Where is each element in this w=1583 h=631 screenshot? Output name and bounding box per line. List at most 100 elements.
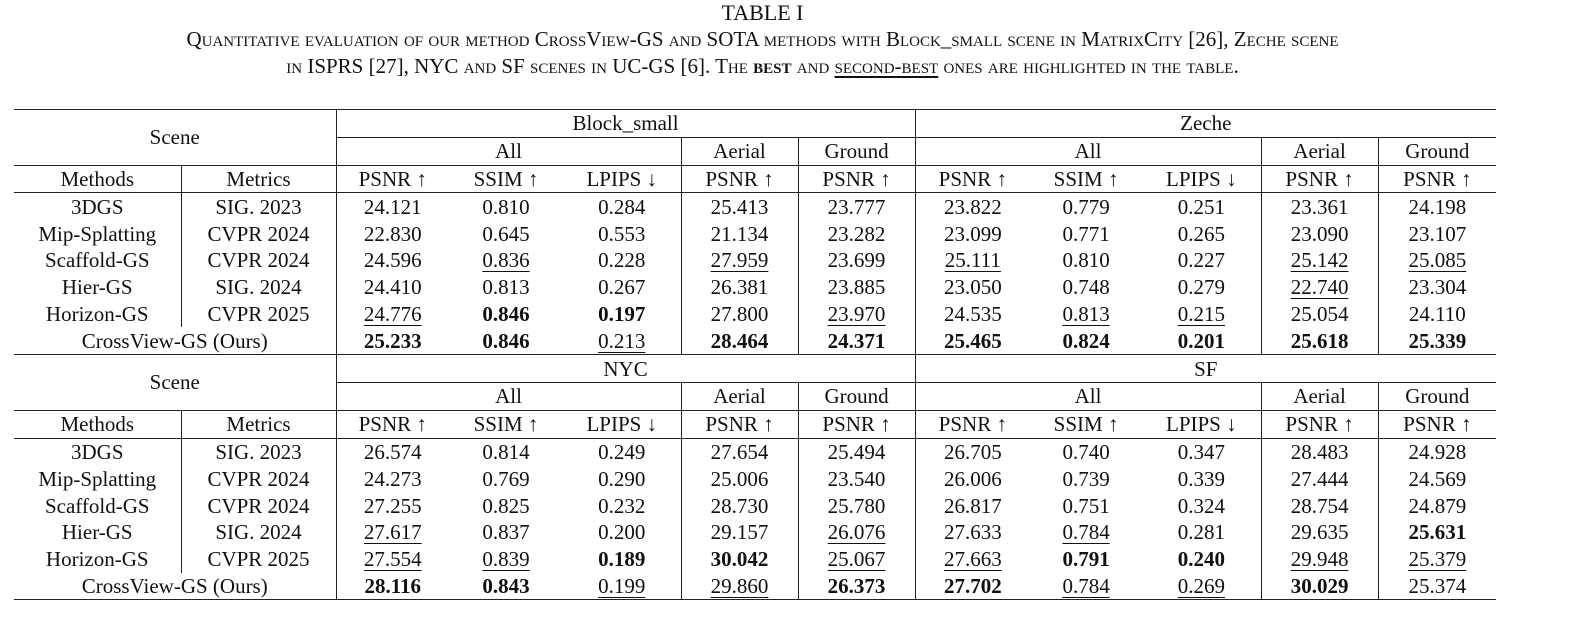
metric-header: PSNR ↑	[680, 164, 798, 193]
metric-value: 0.837	[482, 520, 530, 545]
metric-header: PSNR ↑	[914, 409, 1031, 439]
method-name: 3DGS	[14, 192, 181, 221]
value-cell: 0.784	[1030, 519, 1142, 546]
value-cell: 24.928	[1377, 437, 1497, 466]
metric-value: 22.830	[363, 221, 422, 246]
metric-value: 0.249	[598, 439, 646, 464]
metric-value: 25.465	[943, 328, 1002, 353]
scene-name: SF	[914, 354, 1497, 383]
metric-value: 23.777	[827, 194, 886, 219]
metric-value: 23.970	[827, 301, 886, 326]
value-cell: 25.067	[797, 545, 916, 573]
value-cell: 27.800	[680, 300, 798, 328]
metric-header: PSNR ↑	[1377, 409, 1497, 439]
method-venue: CVPR 2024	[180, 465, 336, 493]
value-cell: 0.251	[1142, 192, 1262, 221]
value-cell: 23.540	[797, 465, 916, 493]
metric-header-row: Methods Metrics PSNR ↑ SSIM ↑ LPIPS ↓ PSNR ↑ P…	[14, 409, 1497, 439]
metric-value: 26.373	[827, 573, 886, 598]
metric-value: 23.540	[827, 466, 886, 491]
metric-value: 27.654	[710, 439, 769, 464]
metric-value: 28.754	[1290, 493, 1349, 518]
view-aerial-header: Aerial	[680, 136, 798, 166]
table-row: Hier-GS SIG. 2024 27.617 0.837 0.200 29.157 26…	[14, 518, 1497, 546]
value-cell: 24.371	[797, 327, 916, 355]
table-row: Mip-Splatting CVPR 2024 22.830 0.645 0.553 21…	[14, 220, 1497, 247]
value-cell: 0.240	[1142, 546, 1261, 573]
metric-value: 25.006	[710, 466, 769, 491]
metric-value: 27.959	[710, 248, 769, 273]
value-cell: 26.817	[914, 492, 1031, 519]
table-row: Scaffold-GS CVPR 2024 27.255 0.825 0.232 28.7…	[14, 492, 1497, 519]
metric-value: 0.240	[1177, 547, 1225, 572]
value-cell: 24.879	[1377, 492, 1497, 519]
scene-header-row: Scene Block_small Zeche	[14, 109, 1497, 166]
value-cell: 0.290	[563, 465, 681, 492]
table-row: Horizon-GS CVPR 2025 24.776 0.846 0.197 27.80…	[14, 300, 1497, 328]
value-cell: 0.839	[449, 546, 563, 573]
value-cell: 27.663	[914, 545, 1031, 573]
value-cell: 0.339	[1142, 465, 1261, 492]
value-cell: 23.777	[797, 192, 916, 221]
caption-line-2: in ISPRS [27], NYC and SF scenes in UC-G…	[0, 53, 1525, 80]
metric-value: 27.554	[363, 547, 422, 572]
metric-header: SSIM ↑	[1030, 409, 1143, 439]
value-cell: 0.739	[1030, 465, 1142, 492]
value-cell: 0.281	[1142, 519, 1261, 546]
method-name: Horizon-GS	[45, 301, 149, 326]
metric-value: 26.381	[710, 275, 769, 300]
view-ground-header: Ground	[797, 381, 916, 411]
metric-value: 23.099	[943, 221, 1002, 246]
method-venue: SIG. 2024	[180, 518, 336, 546]
scene-header-row: Scene NYC SF	[14, 354, 1497, 411]
value-cell: 29.157	[680, 518, 798, 546]
value-cell: 24.535	[914, 300, 1031, 328]
metric-header: LPIPS ↓	[563, 409, 681, 439]
method-venue: CVPR 2025	[180, 545, 336, 573]
table-row: 3DGS SIG. 2023 24.121 0.810 0.284 25.413 23.77…	[14, 192, 1497, 221]
metric-value: 0.771	[1062, 221, 1110, 246]
value-cell: 27.255	[335, 492, 449, 519]
table-body: Scene Block_small Zeche All Aerial Ground All A…	[14, 109, 1497, 601]
metric-value: 0.189	[598, 547, 646, 572]
metric-header: LPIPS ↓	[1142, 409, 1262, 439]
metric-header: SSIM ↑	[449, 164, 563, 193]
metric-value: 28.730	[710, 493, 769, 518]
value-cell: 27.444	[1260, 465, 1379, 493]
value-cell: 24.110	[1377, 300, 1497, 328]
metric-value: 30.029	[1290, 573, 1349, 598]
table-row: CrossView-GS (Ours) 25.233 0.846 0.213 28.46…	[14, 327, 1497, 355]
value-cell: 0.227	[1142, 247, 1261, 274]
value-cell: 25.142	[1260, 246, 1379, 274]
value-cell: 24.273	[335, 465, 449, 493]
value-cell: 22.830	[335, 220, 449, 247]
method-name: CrossView-GS (Ours)	[14, 572, 336, 601]
method-name: Hier-GS	[61, 275, 133, 300]
metric-header: PSNR ↑	[1377, 164, 1497, 193]
value-cell: 23.822	[914, 192, 1031, 221]
metric-value: 0.740	[1062, 439, 1110, 464]
metric-value: 26.705	[943, 439, 1002, 464]
metrics-header: Metrics	[180, 164, 336, 193]
metric-value: 0.232	[598, 493, 646, 518]
value-cell: 27.554	[335, 545, 449, 573]
metric-header: PSNR ↑	[680, 409, 798, 439]
value-cell: 28.730	[680, 492, 798, 519]
metric-value: 25.111	[944, 248, 1001, 273]
metric-value: 0.269	[1177, 573, 1225, 598]
value-cell: 27.633	[914, 518, 1031, 546]
metric-value: 29.157	[710, 520, 769, 545]
value-cell: 0.836	[449, 247, 563, 274]
metric-value: 25.142	[1290, 248, 1349, 273]
value-cell: 25.494	[797, 437, 916, 466]
value-cell: 0.265	[1142, 220, 1261, 247]
metric-value: 29.860	[710, 573, 769, 598]
metric-value: 24.410	[363, 275, 422, 300]
value-cell: 25.233	[335, 327, 449, 355]
value-cell: 0.269	[1142, 572, 1262, 601]
metric-value: 0.748	[1062, 275, 1110, 300]
value-cell: 0.213	[563, 327, 681, 354]
metric-value: 0.347	[1177, 439, 1225, 464]
value-cell: 25.006	[680, 465, 798, 493]
value-cell: 29.635	[1260, 518, 1379, 546]
